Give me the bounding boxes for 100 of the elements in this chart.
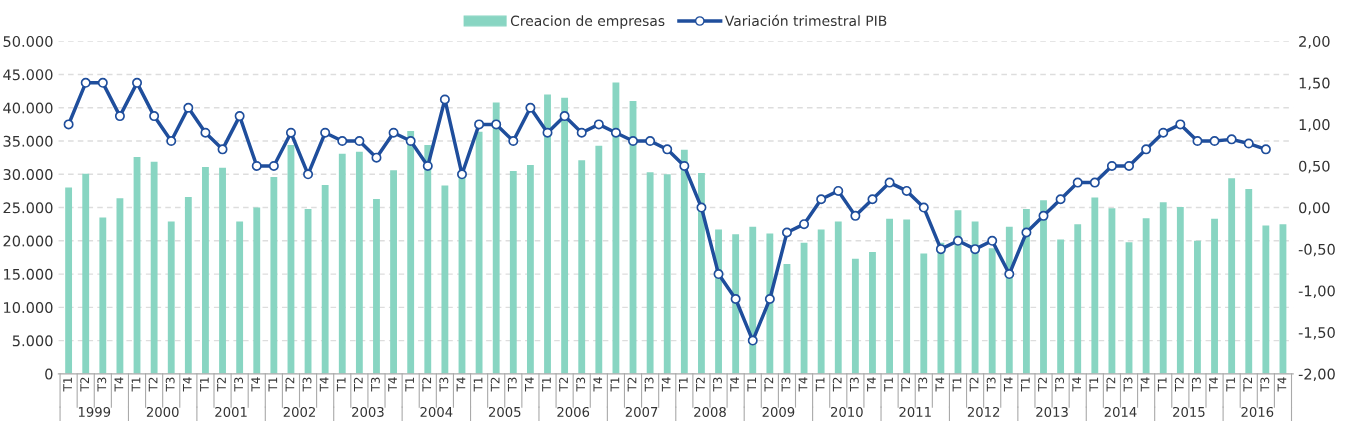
bar — [150, 161, 158, 374]
y-tick-label: 20.000 — [3, 235, 53, 247]
x-tick-label: T4 — [593, 377, 603, 392]
x-tick-label: T3 — [918, 377, 928, 392]
text: 2004 — [420, 406, 453, 417]
bar — [1159, 202, 1167, 374]
bar — [817, 229, 825, 374]
x-tick-label: T3 — [1191, 377, 1201, 392]
y2-tick-label: -2,00 — [1298, 368, 1335, 382]
y2-tick-label: 1,00 — [1299, 119, 1330, 132]
bar — [937, 242, 945, 374]
bar — [355, 151, 363, 374]
x-tick-label: T4 — [1209, 377, 1218, 392]
x-tick-label: T3 — [507, 377, 517, 392]
bar — [321, 184, 329, 374]
x-tick-label: T2 — [80, 377, 89, 392]
y-tick-label: 40.000 — [3, 102, 53, 114]
x-tick-label: T2 — [764, 377, 774, 392]
bar — [99, 217, 107, 374]
bar — [851, 258, 859, 374]
bar — [971, 221, 979, 374]
y-tick-label: 0 — [45, 368, 53, 380]
x-tick-label: T1 — [63, 377, 72, 392]
bar — [407, 131, 415, 374]
bar — [749, 226, 757, 374]
bar — [65, 187, 73, 374]
x-tick-label: T1 — [678, 377, 688, 392]
x-tick-label: T3 — [97, 377, 107, 392]
bar — [561, 97, 569, 374]
y2-tick-label: -0,50 — [1298, 243, 1335, 257]
x-tick-label: T2 — [969, 377, 979, 392]
x-tick-label: T4 — [114, 377, 124, 392]
x-tick-label: T2 — [695, 377, 705, 392]
x-tick-label: T2 — [1038, 377, 1047, 392]
bar — [390, 170, 397, 374]
x-tick-label: T1 — [268, 377, 278, 392]
x-tick-label: T2 — [217, 377, 226, 392]
x-tick-label: T4 — [525, 377, 534, 392]
text: 2003 — [352, 406, 384, 417]
x-tick-label: T4 — [182, 377, 192, 392]
bar — [492, 102, 500, 374]
bar — [82, 173, 90, 374]
bar — [184, 196, 192, 374]
x-tick-label: T3 — [713, 377, 722, 392]
bar — [441, 185, 449, 374]
x-tick-label: T4 — [1072, 377, 1081, 392]
x-tick-label: T1 — [1089, 377, 1099, 392]
text: 2009 — [762, 406, 795, 417]
x-tick-label: T3 — [644, 377, 654, 392]
y2-tick-label: 2,00 — [1299, 35, 1330, 49]
y2-tick-label: -1,50 — [1298, 326, 1335, 340]
x-tick-label: T4 — [319, 377, 329, 392]
bar — [698, 172, 705, 374]
bar — [1176, 206, 1184, 374]
bar — [270, 176, 278, 374]
x-tick-label: T3 — [439, 377, 449, 392]
bar — [1022, 208, 1030, 374]
y2-tick-label: 0,50 — [1299, 160, 1330, 174]
x-tick-label: T1 — [405, 377, 414, 392]
bar — [646, 172, 654, 374]
y-tick-label: 50.000 — [3, 35, 53, 48]
x-tick-label: T2 — [148, 377, 158, 392]
bar — [424, 145, 432, 374]
x-tick-label: T4 — [798, 377, 808, 392]
bar — [338, 153, 346, 374]
x-tick-label: T3 — [849, 377, 859, 392]
x-tick-label: T1 — [473, 377, 483, 392]
y-tick-label: 15.000 — [4, 268, 53, 280]
x-tick-label: T2 — [490, 377, 500, 392]
bar — [920, 253, 928, 374]
bar — [373, 198, 380, 374]
bar — [1142, 218, 1150, 374]
x-tick-label: T3 — [1055, 377, 1065, 392]
text: 2001 — [215, 406, 247, 417]
x-tick-label: T1 — [1157, 377, 1167, 392]
bar — [253, 207, 261, 374]
bar — [1040, 200, 1047, 374]
bar — [869, 252, 876, 374]
x-tick-label: T3 — [370, 377, 380, 392]
bar — [1194, 240, 1201, 374]
x-tick-label: T1 — [815, 377, 825, 392]
x-tick-label: T1 — [200, 377, 209, 392]
bar — [1228, 178, 1236, 374]
x-tick-label: T1 — [1226, 377, 1235, 392]
x-tick-label: T3 — [234, 377, 244, 392]
text: 2013 — [1036, 406, 1068, 417]
x-tick-label: T4 — [1003, 377, 1013, 392]
text: 2015 — [1173, 406, 1205, 417]
x-tick-label: T2 — [285, 377, 295, 392]
bar — [526, 164, 534, 374]
x-tick-label: T3 — [576, 377, 586, 392]
bar — [903, 219, 911, 374]
x-tick-label: T2 — [1174, 377, 1184, 392]
x-tick-label: T1 — [952, 377, 962, 392]
x-tick-label: T2 — [901, 377, 910, 392]
bar — [663, 174, 671, 374]
x-tick-label: T2 — [1106, 377, 1116, 392]
text: 2014 — [1104, 406, 1137, 417]
bar — [1057, 239, 1065, 374]
bar — [219, 167, 226, 374]
